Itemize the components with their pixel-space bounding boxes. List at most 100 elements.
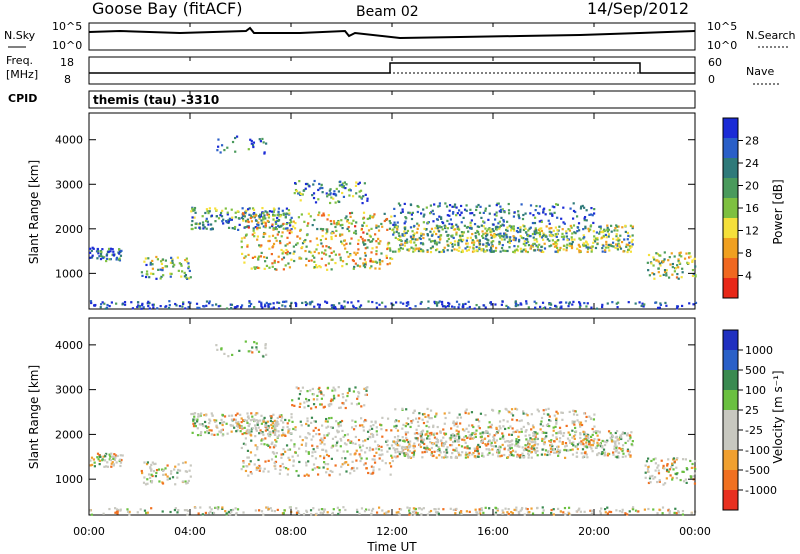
echo-cell [411,211,414,214]
echo-cell [514,407,517,410]
echo-cell [576,419,579,422]
echo-cell [249,470,252,474]
echo-cell [464,441,467,444]
echo-cell [675,276,679,279]
echo-cell [590,206,593,210]
echo-cell [101,248,104,251]
echo-cell [341,242,344,245]
echo-cell [400,243,403,246]
echo-cell [363,510,367,513]
echo-cell [594,430,598,433]
echo-cell [437,205,440,208]
echo-cell [560,235,564,238]
echo-cell [568,229,572,232]
echo-cell [544,449,548,452]
echo-cell [366,430,370,433]
echo-cell [165,305,168,308]
echo-cell [410,513,413,516]
echo-cell [309,389,312,392]
echo-cell [438,300,441,303]
echo-cell [314,426,317,430]
echo-cell [262,513,265,516]
echo-cell [103,459,107,462]
echo-cell [455,507,458,511]
echo-cell [242,219,245,222]
echo-cell [662,483,665,486]
echo-cell [381,459,384,462]
echo-cell [615,446,618,450]
echo-cell [279,468,282,472]
echo-cell [517,210,520,213]
echo-cell [318,386,321,390]
echo-cell [407,249,410,252]
echo-cell [215,424,218,427]
echo-cell [154,462,157,465]
colorbar-swatch [723,490,738,511]
echo-cell [534,306,537,309]
echo-cell [570,238,573,241]
echo-cell [422,421,426,425]
echo-cell [420,437,423,440]
echo-cell [544,306,547,309]
echo-cell [242,461,245,464]
echo-cell [263,221,266,224]
echo-cell [181,461,185,465]
echo-cell [366,437,370,441]
echo-cell [670,252,673,255]
echo-cell [259,429,262,432]
echo-cell [186,260,189,263]
echo-cell [573,231,576,234]
echo-cell [268,239,271,243]
echo-cell [330,416,333,420]
echo-cell [430,431,433,435]
echo-cell [319,227,323,231]
echo-cell [166,475,169,478]
echo-cell [270,307,273,310]
echo-cell [90,249,93,252]
echo-cell [455,248,459,251]
echo-cell [281,209,284,212]
echo-cell [343,300,346,303]
echo-cell [522,228,526,232]
echo-cell [311,254,314,257]
echo-cell [533,238,536,242]
echo-cell [548,415,551,418]
echo-cell [422,236,425,240]
echo-cell [104,453,107,457]
echo-cell [427,414,430,417]
echo-cell [89,247,92,250]
echo-cell [475,249,478,252]
echo-cell [340,419,344,423]
colorbar-tick-label: 500 [745,364,766,377]
echo-cell [452,421,455,425]
echo-cell [647,466,650,469]
echo-cell [571,420,574,423]
echo-cell [585,415,588,419]
echo-cell [332,306,335,309]
echo-cell [370,251,373,254]
echo-cell [112,455,115,459]
echo-cell [395,511,398,514]
echo-cell [465,427,468,430]
echo-cell [456,227,459,231]
echo-cell [267,507,270,511]
echo-cell [375,447,378,450]
echo-cell [368,217,371,220]
echo-cell [629,224,632,227]
echo-cell [536,408,539,411]
echo-cell [552,448,555,451]
echo-cell [230,414,234,417]
echo-cell [415,247,418,250]
echo-cell [576,447,579,451]
echo-cell [462,303,465,306]
echo-cell [307,399,311,402]
echo-cell [512,454,515,457]
echo-cell [479,412,483,415]
echo-cell [520,203,523,206]
echo-cell [343,239,347,242]
echo-cell [244,469,248,473]
echo-cell [292,252,295,255]
echo-cell [305,264,308,267]
echo-cell [403,234,406,237]
echo-cell [184,480,187,483]
